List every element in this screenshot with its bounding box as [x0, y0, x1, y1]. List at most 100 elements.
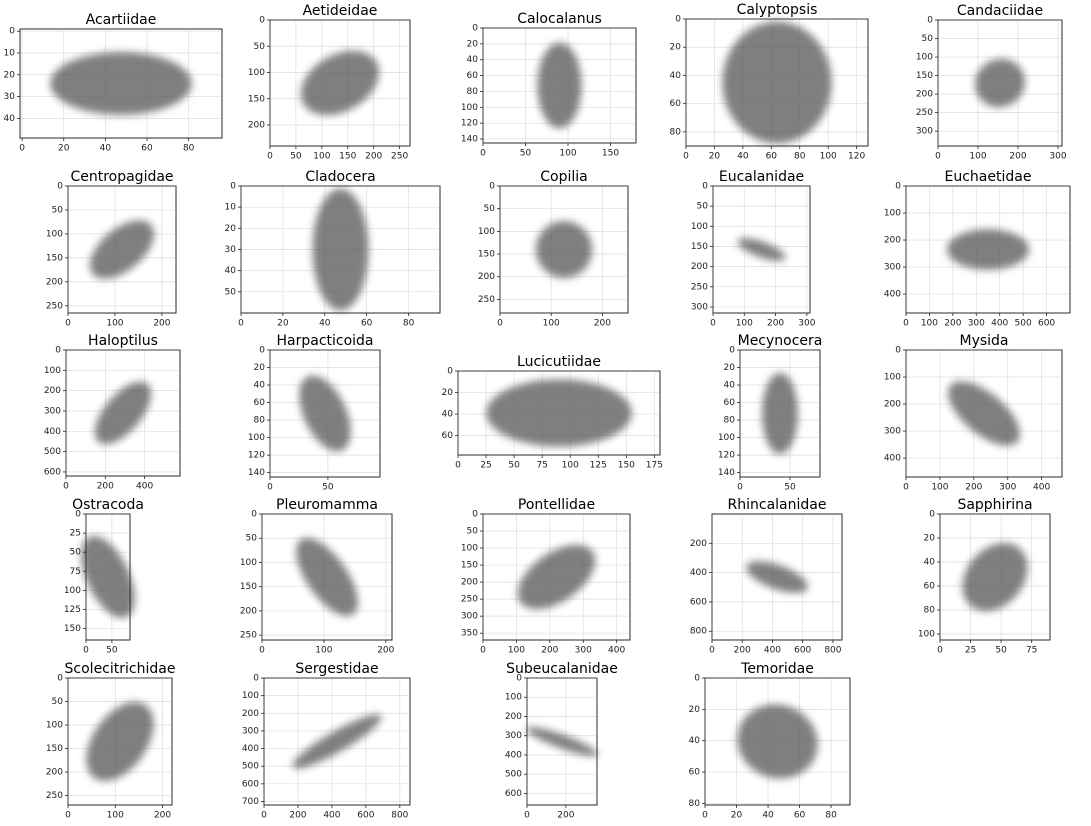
x-tick-label: 50: [322, 483, 334, 493]
y-tick-label: 400: [44, 427, 61, 437]
y-tick-label: 200: [44, 386, 61, 396]
y-tick-label: 100: [44, 366, 61, 376]
y-tick-label: 200: [242, 709, 259, 719]
x-tick-label: 25: [480, 461, 491, 471]
axes-border: [526, 677, 598, 806]
y-tick-label: 300: [916, 127, 933, 137]
panel: 0 50 0 25 50 75 100 125 150 Ostracoda: [64, 497, 144, 656]
x-tick-label: 0: [683, 152, 689, 162]
axes-border: [269, 19, 411, 147]
y-tick-label: 200: [461, 578, 478, 588]
panel-title: Scolecitrichidae: [65, 661, 176, 677]
x-tick-label: 100: [543, 319, 560, 329]
y-tick-label: 0: [927, 16, 933, 26]
x-tick-label: 40: [762, 811, 774, 821]
y-tick-label: 0: [259, 16, 265, 26]
panel-title: Centropagidae: [70, 169, 173, 185]
y-tick-label: 50: [246, 534, 258, 544]
y-tick-label: 200: [46, 277, 63, 287]
y-tick-label: 700: [242, 797, 259, 807]
y-tick-label: 40: [670, 71, 682, 81]
x-tick-label: 100: [106, 319, 123, 329]
y-tick-label: 100: [691, 222, 708, 232]
panel: 0 100 200 0 50 100 150 200 250 Copilia: [478, 169, 629, 329]
x-tick-label: 20: [58, 144, 70, 154]
axes-border: [712, 185, 811, 314]
y-tick-label: 80: [924, 606, 936, 616]
y-tick-label: 120: [718, 451, 735, 461]
x-tick-label: 200: [365, 152, 382, 162]
y-tick-label: 60: [254, 398, 266, 408]
panel-title: Copilia: [540, 169, 587, 185]
y-tick-label: 20: [4, 70, 16, 80]
x-tick-label: 60: [794, 811, 806, 821]
x-tick-label: 200: [594, 319, 611, 329]
y-tick-label: 100: [461, 544, 478, 554]
x-tick-label: 500: [1015, 319, 1032, 329]
y-tick-label: 100: [240, 558, 257, 568]
x-tick-label: 40: [100, 144, 112, 154]
panel: 0 20 40 60 80 100 120 0 20 40 60 80 Calyptopsis: [670, 2, 869, 162]
panel: 0 50 100 150 200 250 0 50 100 150 200 Aetideidae: [248, 3, 411, 162]
specimen-image: [737, 238, 786, 261]
y-tick-label: 40: [442, 410, 454, 420]
x-tick-label: 100: [559, 149, 576, 159]
y-tick-label: 200: [884, 236, 901, 246]
y-tick-label: 40: [254, 381, 266, 391]
x-tick-label: 0: [937, 646, 943, 656]
y-tick-label: 400: [505, 750, 522, 760]
x-tick-label: 200: [944, 319, 961, 329]
y-tick-label: 60: [924, 582, 936, 592]
axes-border: [482, 513, 631, 641]
specimen-image: [762, 372, 798, 455]
panel-title: Subeucalanidae: [506, 661, 618, 677]
y-tick-label: 40: [924, 558, 936, 568]
y-tick-label: 0: [729, 346, 735, 356]
y-tick-label: 150: [46, 253, 63, 263]
axes-border: [939, 513, 1051, 641]
y-tick-label: 0: [694, 674, 700, 684]
y-tick-label: 200: [691, 262, 708, 272]
panel: 0 100 200 300 400 0 100 200 300 400 Mysida: [884, 333, 1063, 493]
x-tick-label: 0: [524, 811, 530, 821]
x-tick-label: 800: [391, 811, 408, 821]
panel: 0 50 0 20 40 60 80 100 120 140 Harpacticoida: [248, 333, 381, 493]
panel-title: Candaciidae: [957, 3, 1043, 19]
y-tick-label: 300: [691, 302, 708, 312]
x-tick-label: 40: [319, 319, 331, 329]
specimen-image: [94, 381, 152, 445]
x-tick-label: 200: [965, 483, 982, 493]
y-tick-label: 80: [689, 799, 701, 809]
y-tick-label: 500: [505, 770, 522, 780]
y-tick-label: 50: [467, 527, 479, 537]
x-tick-label: 100: [107, 811, 124, 821]
x-tick-label: 300: [999, 483, 1016, 493]
y-tick-label: 150: [64, 624, 81, 634]
specimen-image: [947, 229, 1029, 270]
x-tick-label: 0: [65, 319, 71, 329]
panel-title: Sapphirina: [957, 497, 1032, 513]
x-tick-label: 20: [731, 811, 743, 821]
y-tick-label: 40: [689, 736, 701, 746]
y-tick-label: 300: [884, 427, 901, 437]
x-tick-label: 0: [903, 319, 909, 329]
y-tick-label: 0: [57, 674, 63, 684]
y-tick-label: 150: [916, 71, 933, 81]
y-tick-label: 600: [505, 789, 522, 799]
x-tick-label: 50: [784, 483, 796, 493]
y-tick-label: 250: [46, 301, 63, 311]
axes-border: [482, 27, 637, 144]
x-tick-label: 80: [183, 144, 195, 154]
axes-border: [739, 349, 821, 478]
y-tick-label: 0: [895, 182, 901, 192]
x-tick-label: 120: [848, 152, 865, 162]
y-tick-label: 150: [461, 561, 478, 571]
y-tick-label: 120: [248, 451, 265, 461]
specimen-image: [962, 542, 1028, 612]
y-tick-label: 250: [478, 295, 495, 305]
panel-title: Acartiidae: [86, 12, 157, 28]
y-tick-label: 80: [467, 87, 479, 97]
y-tick-label: 250: [46, 791, 63, 801]
axes-border: [263, 677, 411, 806]
